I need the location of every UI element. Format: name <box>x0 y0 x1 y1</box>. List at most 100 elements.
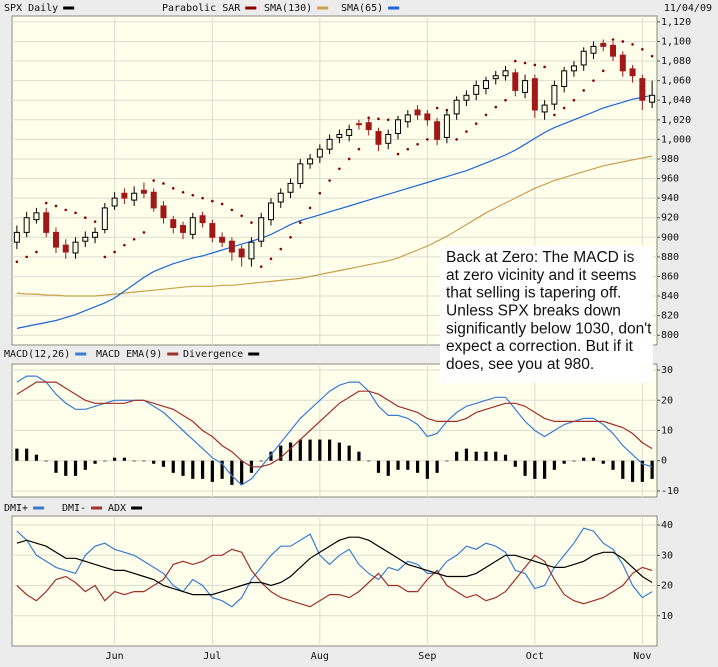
legend-label: DMI- <box>62 503 86 514</box>
candle-body <box>600 42 607 47</box>
x-tick-label: Sep <box>418 651 436 662</box>
sar-dot <box>523 61 527 65</box>
sar-dot <box>142 231 146 234</box>
legend-label: MACD(12,26) <box>4 349 70 360</box>
legend-label: SMA(130) <box>264 3 312 14</box>
y-tick-label: 800 <box>661 330 679 341</box>
sar-dot <box>15 260 19 264</box>
histogram-bar <box>240 460 244 485</box>
candle-body <box>228 240 235 253</box>
candle-body <box>111 197 118 207</box>
sar-dot <box>406 147 410 151</box>
sar-dot <box>533 63 537 67</box>
histogram-bar <box>601 460 605 464</box>
legend-label: MACD EMA(9) <box>96 349 162 360</box>
y-tick-label: 960 <box>661 174 679 185</box>
y-tick-label: 940 <box>661 193 679 204</box>
annotation-text: does, see you at 980. <box>446 356 594 373</box>
y-tick-label: 1,080 <box>661 56 691 67</box>
candle-body <box>502 70 509 77</box>
sar-dot <box>171 187 175 190</box>
y-tick-label: 10 <box>661 426 673 437</box>
histogram-bar <box>611 460 615 470</box>
histogram-bar <box>161 460 166 467</box>
candle-body <box>297 163 304 184</box>
histogram-bar <box>357 451 361 461</box>
y-tick-label: 30 <box>661 365 673 376</box>
candle-body <box>52 231 59 248</box>
candle-body <box>531 78 538 111</box>
y-tick-label: 1,120 <box>661 17 691 28</box>
histogram-bar <box>582 457 586 461</box>
histogram-bar <box>591 457 596 461</box>
candle-body <box>238 248 245 258</box>
sar-dot <box>474 122 478 126</box>
candle-body <box>101 207 108 230</box>
sar-dot <box>162 182 165 185</box>
candle-body <box>248 241 255 260</box>
candle-body <box>639 78 646 101</box>
candle-body <box>13 231 20 243</box>
sar-dot <box>504 98 507 102</box>
y-tick-label: 840 <box>661 291 679 302</box>
annotation-text: at zero vicinity and it seems <box>446 267 637 284</box>
candle-body <box>23 217 30 233</box>
y-tick-label: 0 <box>661 456 667 467</box>
sar-dot <box>601 69 605 73</box>
histogram-bar <box>337 442 341 461</box>
x-tick-label: Jun <box>106 651 124 662</box>
histogram-bar <box>425 460 429 479</box>
legend-label: Parabolic SAR <box>162 3 241 14</box>
sar-dot <box>338 167 341 171</box>
candle-body <box>541 104 548 113</box>
histogram-bar <box>396 460 400 470</box>
histogram-bar <box>298 439 302 461</box>
candle-body <box>92 231 99 238</box>
histogram-bar <box>415 460 420 473</box>
sar-dot <box>250 221 253 224</box>
sar-dot <box>650 54 654 58</box>
histogram-bar <box>122 457 126 461</box>
candle-body <box>140 189 147 194</box>
histogram-bar <box>455 451 459 461</box>
histogram-bar <box>533 460 537 479</box>
histogram-bar <box>640 460 644 482</box>
candle-body <box>463 94 470 101</box>
sar-dot <box>35 250 38 254</box>
histogram-bar <box>132 460 136 462</box>
sar-dot <box>484 113 488 117</box>
histogram-bar <box>113 457 117 461</box>
series-line <box>16 375 653 486</box>
sar-dot <box>553 113 556 117</box>
legend-label: DMI+ <box>4 503 28 514</box>
candle-body <box>258 217 265 242</box>
y-tick-label: 920 <box>661 213 679 224</box>
histogram-bar <box>44 460 48 462</box>
sar-dot <box>113 250 116 254</box>
sar-dot <box>611 38 615 41</box>
candle-body <box>121 192 128 199</box>
sar-dot <box>64 208 68 212</box>
y-tick-label: 1,040 <box>661 95 691 106</box>
histogram-bar <box>15 448 19 461</box>
sar-dot <box>592 79 595 82</box>
annotation-text: expect a correction. But if it <box>446 338 634 355</box>
histogram-bar <box>494 451 498 461</box>
candle-body <box>62 244 69 253</box>
sar-dot <box>132 237 136 241</box>
annotation-box <box>440 246 653 383</box>
series-line <box>16 381 653 468</box>
candle-body <box>492 75 499 80</box>
histogram-bar <box>406 460 410 470</box>
candle-body <box>414 109 421 116</box>
candle-body <box>424 113 431 121</box>
candle-body <box>336 133 343 138</box>
candle-body <box>307 158 314 165</box>
sar-dot <box>455 138 458 141</box>
series-line <box>16 527 653 608</box>
candle-body <box>346 129 353 136</box>
sar-dot <box>289 235 292 239</box>
sar-dot <box>201 196 204 200</box>
y-tick-label: 820 <box>661 311 679 322</box>
candle-body <box>170 219 177 229</box>
